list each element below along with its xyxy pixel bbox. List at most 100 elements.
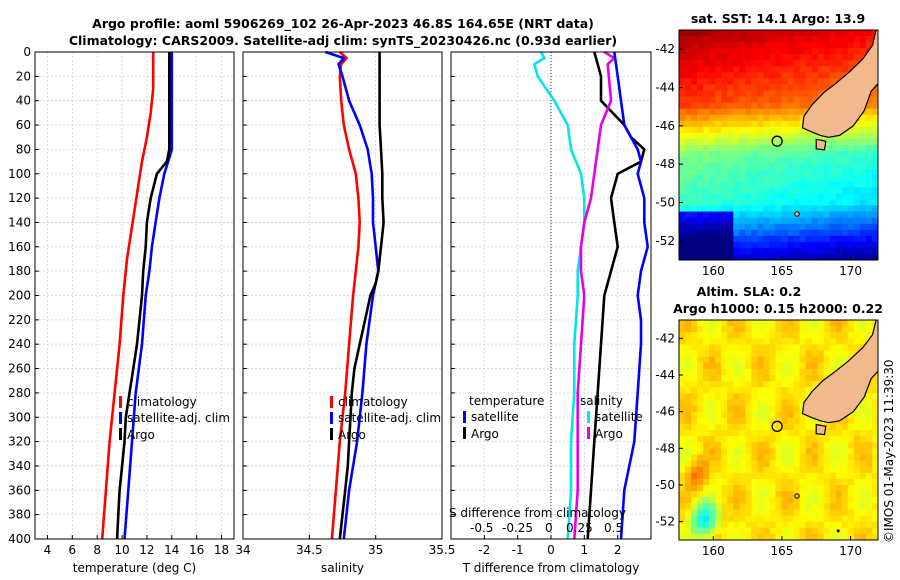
map-cell xyxy=(775,368,782,376)
map-cell xyxy=(691,332,698,339)
map-cell xyxy=(793,417,801,425)
map-cell xyxy=(691,78,698,85)
map-cell xyxy=(757,411,764,419)
map-cell xyxy=(733,54,740,61)
map-cell xyxy=(733,66,740,73)
map-cell xyxy=(685,417,692,425)
map-cell xyxy=(691,120,698,128)
map-cell xyxy=(823,344,831,351)
map-cell xyxy=(823,521,831,529)
map-cell xyxy=(829,472,837,480)
map-cell xyxy=(769,211,776,219)
map-cell xyxy=(685,466,692,474)
map-cell xyxy=(709,533,716,540)
map-cell xyxy=(847,229,855,237)
map-cell xyxy=(799,181,807,188)
map-cell xyxy=(727,126,734,134)
map-cell xyxy=(757,235,764,243)
map-cell xyxy=(793,217,801,225)
map-cell xyxy=(787,132,794,140)
map-cell xyxy=(721,126,728,134)
map-cell xyxy=(763,375,770,382)
map-cell xyxy=(775,48,782,55)
map-cell xyxy=(811,78,819,85)
map-cell xyxy=(685,223,692,231)
map-cell xyxy=(745,30,752,37)
map-cell xyxy=(697,417,704,425)
map-cell xyxy=(721,211,728,219)
map-cell xyxy=(697,175,704,182)
map-cell xyxy=(781,66,788,73)
map-cell xyxy=(679,54,686,61)
map-cell xyxy=(787,175,794,182)
map-cell xyxy=(685,411,692,419)
map-cell xyxy=(769,326,776,333)
map-cell xyxy=(859,497,867,504)
map-cell xyxy=(685,132,692,140)
map-cell xyxy=(871,436,878,443)
map-cell xyxy=(865,509,873,516)
map-cell xyxy=(793,138,801,146)
map-cell xyxy=(727,30,734,37)
map-cell xyxy=(733,521,740,529)
map-cell xyxy=(739,491,746,498)
y-tick-label: -46 xyxy=(655,405,675,419)
map-cell xyxy=(823,478,831,486)
map-cell xyxy=(835,521,843,529)
map-cell xyxy=(835,430,843,437)
map-cell xyxy=(721,411,728,419)
map-cell xyxy=(727,84,734,91)
map-cell xyxy=(691,454,698,461)
map-cell xyxy=(691,399,698,406)
map-cell xyxy=(847,126,855,134)
map-cell xyxy=(727,72,734,79)
map-cell xyxy=(853,217,861,225)
map-cell xyxy=(739,108,746,116)
map-cell xyxy=(721,485,728,492)
map-cell xyxy=(715,326,722,333)
map-cell xyxy=(739,332,746,339)
map-cell xyxy=(703,30,710,37)
map-cell xyxy=(769,320,776,327)
map-cell xyxy=(769,108,776,116)
map-cell xyxy=(697,448,704,455)
map-cell xyxy=(769,430,776,437)
map-cell xyxy=(751,108,758,116)
map-cell xyxy=(709,223,716,231)
map-cell xyxy=(847,442,855,449)
map-cell xyxy=(829,151,837,158)
map-cell xyxy=(793,193,801,200)
map-cell xyxy=(679,375,686,382)
map-cell xyxy=(727,223,734,231)
map-cell xyxy=(727,332,734,339)
map-cell xyxy=(763,497,770,504)
map-cell xyxy=(709,54,716,61)
map-cell xyxy=(679,521,686,529)
map-cell xyxy=(835,320,843,327)
map-cell xyxy=(799,491,807,498)
map-cell xyxy=(859,454,867,461)
s-diff-tick: 0 xyxy=(545,521,553,535)
map-cell xyxy=(703,145,710,152)
map-cell xyxy=(751,362,758,370)
map-cell xyxy=(841,326,849,333)
map-cell xyxy=(799,54,807,61)
map-cell xyxy=(763,448,770,455)
map-cell xyxy=(691,169,698,176)
map-cell xyxy=(709,102,716,110)
map-cell xyxy=(793,393,801,400)
map-cell xyxy=(865,120,873,128)
map-cell xyxy=(787,381,794,388)
map-cell xyxy=(751,320,758,327)
map-cell xyxy=(721,356,728,364)
map-cell xyxy=(727,350,734,358)
legend-s-sat-label: satellite xyxy=(595,410,643,424)
map-cell xyxy=(697,521,704,529)
map-cell xyxy=(811,163,819,170)
map-cell xyxy=(715,108,722,116)
map-cell xyxy=(685,405,692,413)
map-cell xyxy=(679,66,686,73)
map-cell xyxy=(799,108,807,116)
map-cell xyxy=(769,229,776,237)
map-cell xyxy=(709,423,716,431)
